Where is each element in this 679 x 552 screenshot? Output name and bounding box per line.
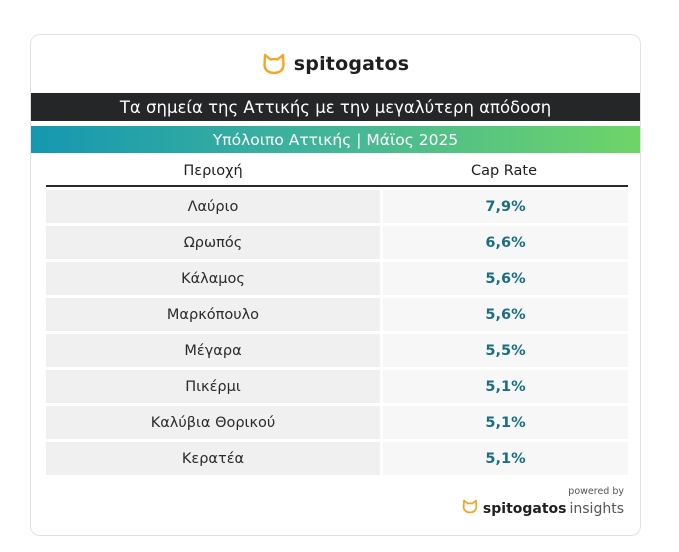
cap-rate-cell: 5,6% bbox=[383, 262, 628, 295]
brand-name: spitogatos bbox=[293, 53, 410, 75]
table-body: Λαύριο 7,9% Ωρωπός 6,6% Κάλαμος 5,6% Μαρκόπουλ… bbox=[46, 190, 628, 475]
cap-rate-cell: 5,6% bbox=[383, 298, 628, 331]
area-name-cell: Κερατέα bbox=[46, 442, 380, 475]
cell-divider bbox=[380, 190, 383, 223]
cap-rate-cell: 5,1% bbox=[383, 406, 628, 439]
table-row: Κερατέα 5,1% bbox=[46, 442, 628, 475]
table-row: Μέγαρα 5,5% bbox=[46, 334, 628, 367]
cell-divider bbox=[380, 262, 383, 295]
footer-product-name: insights bbox=[569, 501, 625, 517]
footer-attribution: powered by spitogatos insights bbox=[462, 486, 624, 519]
cap-rate-cell: 6,6% bbox=[383, 226, 628, 259]
cap-rate-cell: 5,1% bbox=[383, 370, 628, 403]
area-name-cell: Κάλαμος bbox=[46, 262, 380, 295]
area-name-cell: Ωρωπός bbox=[46, 226, 380, 259]
area-name-cell: Μέγαρα bbox=[46, 334, 380, 367]
cat-head-icon bbox=[462, 499, 478, 519]
table-row: Μαρκόπουλο 5,6% bbox=[46, 298, 628, 331]
powered-by-label: powered by bbox=[568, 486, 624, 497]
cell-divider bbox=[380, 298, 383, 331]
area-name-cell: Μαρκόπουλο bbox=[46, 298, 380, 331]
cell-divider bbox=[380, 406, 383, 439]
area-name-cell: Πικέρμι bbox=[46, 370, 380, 403]
cat-head-icon bbox=[262, 53, 286, 75]
cell-divider bbox=[380, 334, 383, 367]
cap-rate-cell: 5,5% bbox=[383, 334, 628, 367]
cell-divider bbox=[380, 442, 383, 475]
cell-divider bbox=[380, 370, 383, 403]
brand-logo: spitogatos bbox=[31, 51, 640, 77]
area-name-cell: Λαύριο bbox=[46, 190, 380, 223]
column-header-cap-rate: Cap Rate bbox=[470, 163, 538, 179]
area-name-cell: Καλύβια Θορικού bbox=[46, 406, 380, 439]
table-header: Περιοχή Cap Rate bbox=[46, 157, 628, 187]
cell-divider bbox=[380, 226, 383, 259]
footer-logo: spitogatos insights bbox=[462, 499, 624, 519]
cap-rate-table: Περιοχή Cap Rate Λαύριο 7,9% Ωρωπός 6,6% Κάλ… bbox=[46, 157, 628, 478]
table-row: Πικέρμι 5,1% bbox=[46, 370, 628, 403]
table-row: Λαύριο 7,9% bbox=[46, 190, 628, 223]
table-row: Κάλαμος 5,6% bbox=[46, 262, 628, 295]
page-title: Τα σημεία της Αττικής με την μεγαλύτερη … bbox=[31, 93, 640, 121]
infographic-card: spitogatos Τα σημεία της Αττικής με την … bbox=[30, 34, 641, 536]
table-row: Ωρωπός 6,6% bbox=[46, 226, 628, 259]
column-header-area: Περιοχή bbox=[183, 163, 243, 179]
table-row: Καλύβια Θορικού 5,1% bbox=[46, 406, 628, 439]
footer-brand-name: spitogatos bbox=[482, 501, 567, 517]
cap-rate-cell: 7,9% bbox=[383, 190, 628, 223]
cap-rate-cell: 5,1% bbox=[383, 442, 628, 475]
page-subtitle: Υπόλοιπο Αττικής | Μάϊος 2025 bbox=[31, 126, 640, 153]
